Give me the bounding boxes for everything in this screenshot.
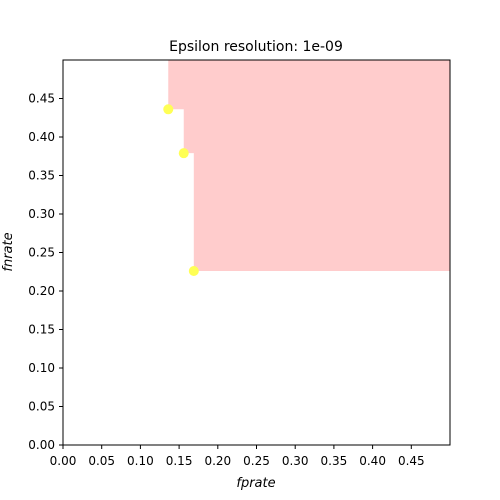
x-tick-label: 0.35 [321, 454, 348, 468]
data-point-3 [189, 266, 199, 276]
x-tick-label: 0.15 [166, 454, 193, 468]
x-tick-label: 0.40 [359, 454, 386, 468]
data-point-2 [179, 148, 189, 158]
dominated-region [168, 60, 450, 271]
data-point-1 [163, 104, 173, 114]
x-tick-label: 0.05 [88, 454, 115, 468]
y-tick-label: 0.25 [28, 246, 55, 260]
x-tick-label: 0.30 [282, 454, 309, 468]
y-tick-label: 0.45 [28, 92, 55, 106]
y-tick-label: 0.35 [28, 169, 55, 183]
y-tick-label: 0.40 [28, 130, 55, 144]
y-axis-label: fnrate [1, 232, 16, 271]
y-tick-label: 0.20 [28, 284, 55, 298]
x-tick-label: 0.25 [243, 454, 270, 468]
y-tick-label: 0.30 [28, 207, 55, 221]
chart-title: Epsilon resolution: 1e-09 [169, 39, 343, 55]
y-tick-label: 0.05 [28, 400, 55, 414]
x-axis-label: fprate [236, 476, 275, 491]
y-tick-label: 0.10 [28, 361, 55, 375]
y-tick-label: 0.00 [28, 438, 55, 452]
x-tick-label: 0.10 [127, 454, 154, 468]
y-tick-label: 0.15 [28, 323, 55, 337]
x-tick-label: 0.45 [398, 454, 425, 468]
x-tick-label: 0.20 [204, 454, 231, 468]
x-tick-label: 0.00 [50, 454, 77, 468]
